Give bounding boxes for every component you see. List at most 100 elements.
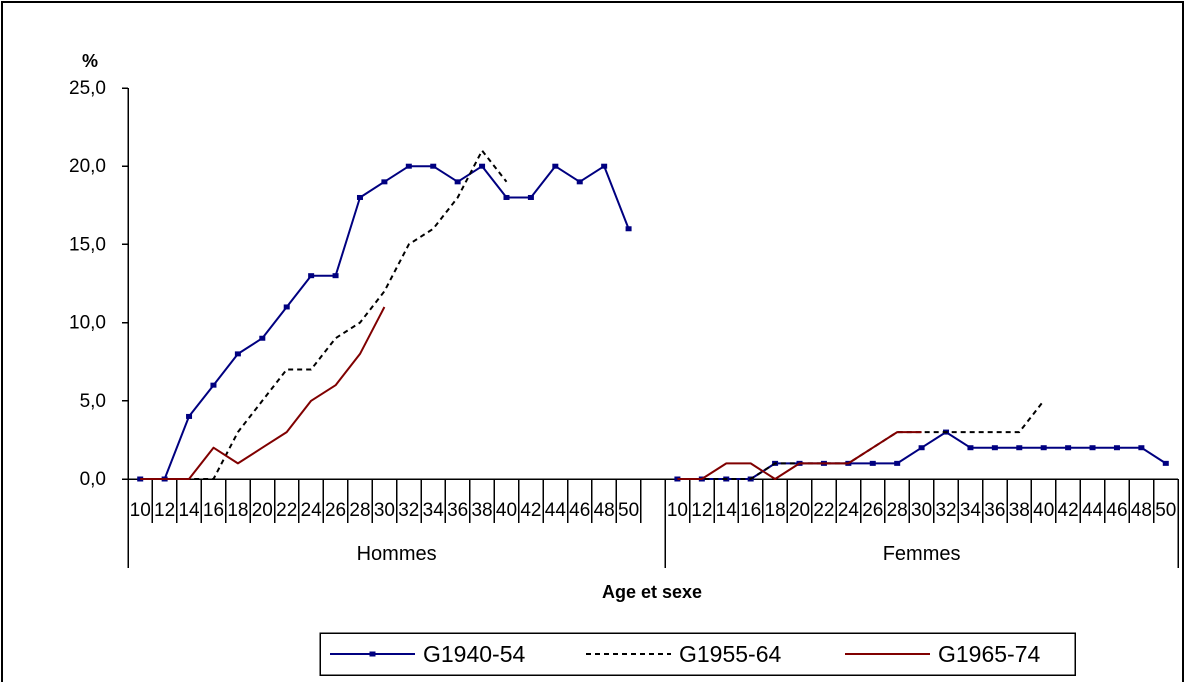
x-tick-label: 38: [471, 500, 492, 521]
series-line-g1965-74-hommes: [140, 306, 386, 480]
data-point-g1940-54: [210, 382, 217, 388]
x-group-label-hommes: Hommes: [357, 543, 437, 565]
y-tick-label: 10,0: [69, 313, 106, 334]
x-tick-label: 20: [789, 500, 810, 521]
x-tick-label: 36: [447, 500, 468, 521]
x-tick-label: 34: [423, 500, 445, 521]
legend: G1940-54 G1955-64 G1965-74: [319, 632, 1076, 676]
y-tick-label: 20,0: [69, 156, 106, 177]
x-tick-label: 18: [227, 500, 248, 521]
data-point-g1940-54: [1065, 445, 1072, 451]
x-tick-label: 46: [1106, 500, 1127, 521]
y-tick-label: 15,0: [69, 234, 106, 255]
data-point-g1940-54: [918, 445, 925, 451]
x-tick-label: 48: [594, 500, 615, 521]
data-point-g1940-54: [991, 445, 998, 451]
series-line-g1940-54-femmes: [677, 431, 1167, 480]
legend-box: [319, 632, 1076, 676]
data-point-g1940-54: [454, 179, 461, 185]
x-tick-label: 46: [569, 500, 590, 521]
legend-label: G1940-54: [423, 641, 526, 667]
data-point-g1940-54: [1138, 445, 1145, 451]
x-tick-label: 12: [691, 500, 712, 521]
legend-item-g1955-64: G1955-64: [586, 641, 782, 667]
series-line-g1940-54-hommes: [140, 165, 630, 480]
y-axis: 0,0 5,0 10,0 15,0 20,0 25,0: [69, 78, 129, 490]
x-tick-label: 48: [1131, 500, 1152, 521]
x-axis-title: Age et sexe: [602, 582, 702, 602]
data-point-g1940-54: [1162, 460, 1169, 466]
legend-item-g1965-74: G1965-74: [845, 641, 1041, 667]
x-tick-label: 50: [618, 500, 639, 521]
data-point-g1940-54: [381, 179, 388, 185]
legend-items: G1940-54 G1955-64 G1965-74: [330, 641, 1041, 667]
x-tick-label: 28: [887, 500, 908, 521]
data-point-g1940-54: [430, 163, 437, 169]
x-tick-label: 10: [130, 500, 151, 521]
x-tick-label: 34: [960, 500, 982, 521]
data-point-g1940-54: [283, 304, 290, 310]
data-point-g1940-54: [552, 163, 559, 169]
y-tick-label: 0,0: [80, 469, 106, 490]
x-tick-label: 30: [911, 500, 932, 521]
x-tick-label: 24: [838, 500, 860, 521]
x-tick-label: 12: [154, 500, 175, 521]
series-line-g1955-64-hommes: [140, 149, 508, 480]
data-point-g1940-54: [967, 445, 974, 451]
data-point-g1940-54: [356, 194, 363, 200]
data-point-g1940-54: [234, 351, 241, 357]
x-group-label-femmes: Femmes: [883, 543, 961, 565]
x-tick-label: 40: [496, 500, 517, 521]
x-tick-label: 36: [984, 500, 1005, 521]
y-axis-title: %: [82, 51, 98, 71]
legend-marker: [369, 651, 376, 657]
data-point-g1940-54: [1016, 445, 1023, 451]
data-point-g1940-54: [186, 413, 193, 419]
series-layer: [137, 149, 1169, 482]
x-tick-label: 18: [765, 500, 786, 521]
x-tick-label: 44: [545, 500, 567, 521]
data-point-g1940-54: [576, 179, 583, 185]
x-axis: 10 12 14 16 18 20 22 24 26 28 30 32 34 36 38 40 42 44 46 48…: [127, 478, 1179, 568]
data-point-g1940-54: [527, 194, 534, 200]
x-tick-label: 10: [667, 500, 688, 521]
series-line-g1955-64-femmes: [677, 400, 1045, 480]
data-point-g1940-54: [869, 460, 876, 466]
x-tick-label: 42: [1058, 500, 1079, 521]
y-tick-label: 25,0: [69, 78, 106, 99]
x-tick-label: 40: [1033, 500, 1054, 521]
x-tick-label: 20: [252, 500, 273, 521]
legend-item-g1940-54: G1940-54: [330, 641, 526, 667]
x-tick-label: 32: [398, 500, 419, 521]
x-tick-label: 42: [520, 500, 541, 521]
data-point-g1940-54: [1040, 445, 1047, 451]
x-tick-label: 16: [740, 500, 761, 521]
x-tick-label: 22: [276, 500, 297, 521]
x-tick-label: 38: [1009, 500, 1030, 521]
x-tick-label: 14: [716, 500, 738, 521]
x-tick-label: 26: [862, 500, 883, 521]
legend-label: G1955-64: [679, 641, 782, 667]
x-tick-label: 26: [325, 500, 346, 521]
data-point-g1940-54: [259, 335, 266, 341]
data-point-g1940-54: [479, 163, 486, 169]
data-point-g1940-54: [894, 460, 901, 466]
legend-label: G1965-74: [938, 641, 1041, 667]
data-point-g1940-54: [308, 273, 315, 279]
x-tick-label: 16: [203, 500, 224, 521]
x-tick-label: 28: [349, 500, 370, 521]
x-tick-label: 44: [1082, 500, 1104, 521]
data-point-g1940-54: [1113, 445, 1120, 451]
data-point-g1940-54: [601, 163, 608, 169]
y-tick-label: 5,0: [80, 391, 106, 412]
x-tick-label: 30: [374, 500, 395, 521]
data-point-g1940-54: [503, 194, 510, 200]
series-line-g1965-74-femmes: [677, 431, 922, 480]
x-tick-label: 22: [813, 500, 834, 521]
x-tick-label: 32: [935, 500, 956, 521]
x-tick-label: 50: [1155, 500, 1176, 521]
data-point-g1940-54: [1089, 445, 1096, 451]
x-tick-label: 24: [301, 500, 323, 521]
